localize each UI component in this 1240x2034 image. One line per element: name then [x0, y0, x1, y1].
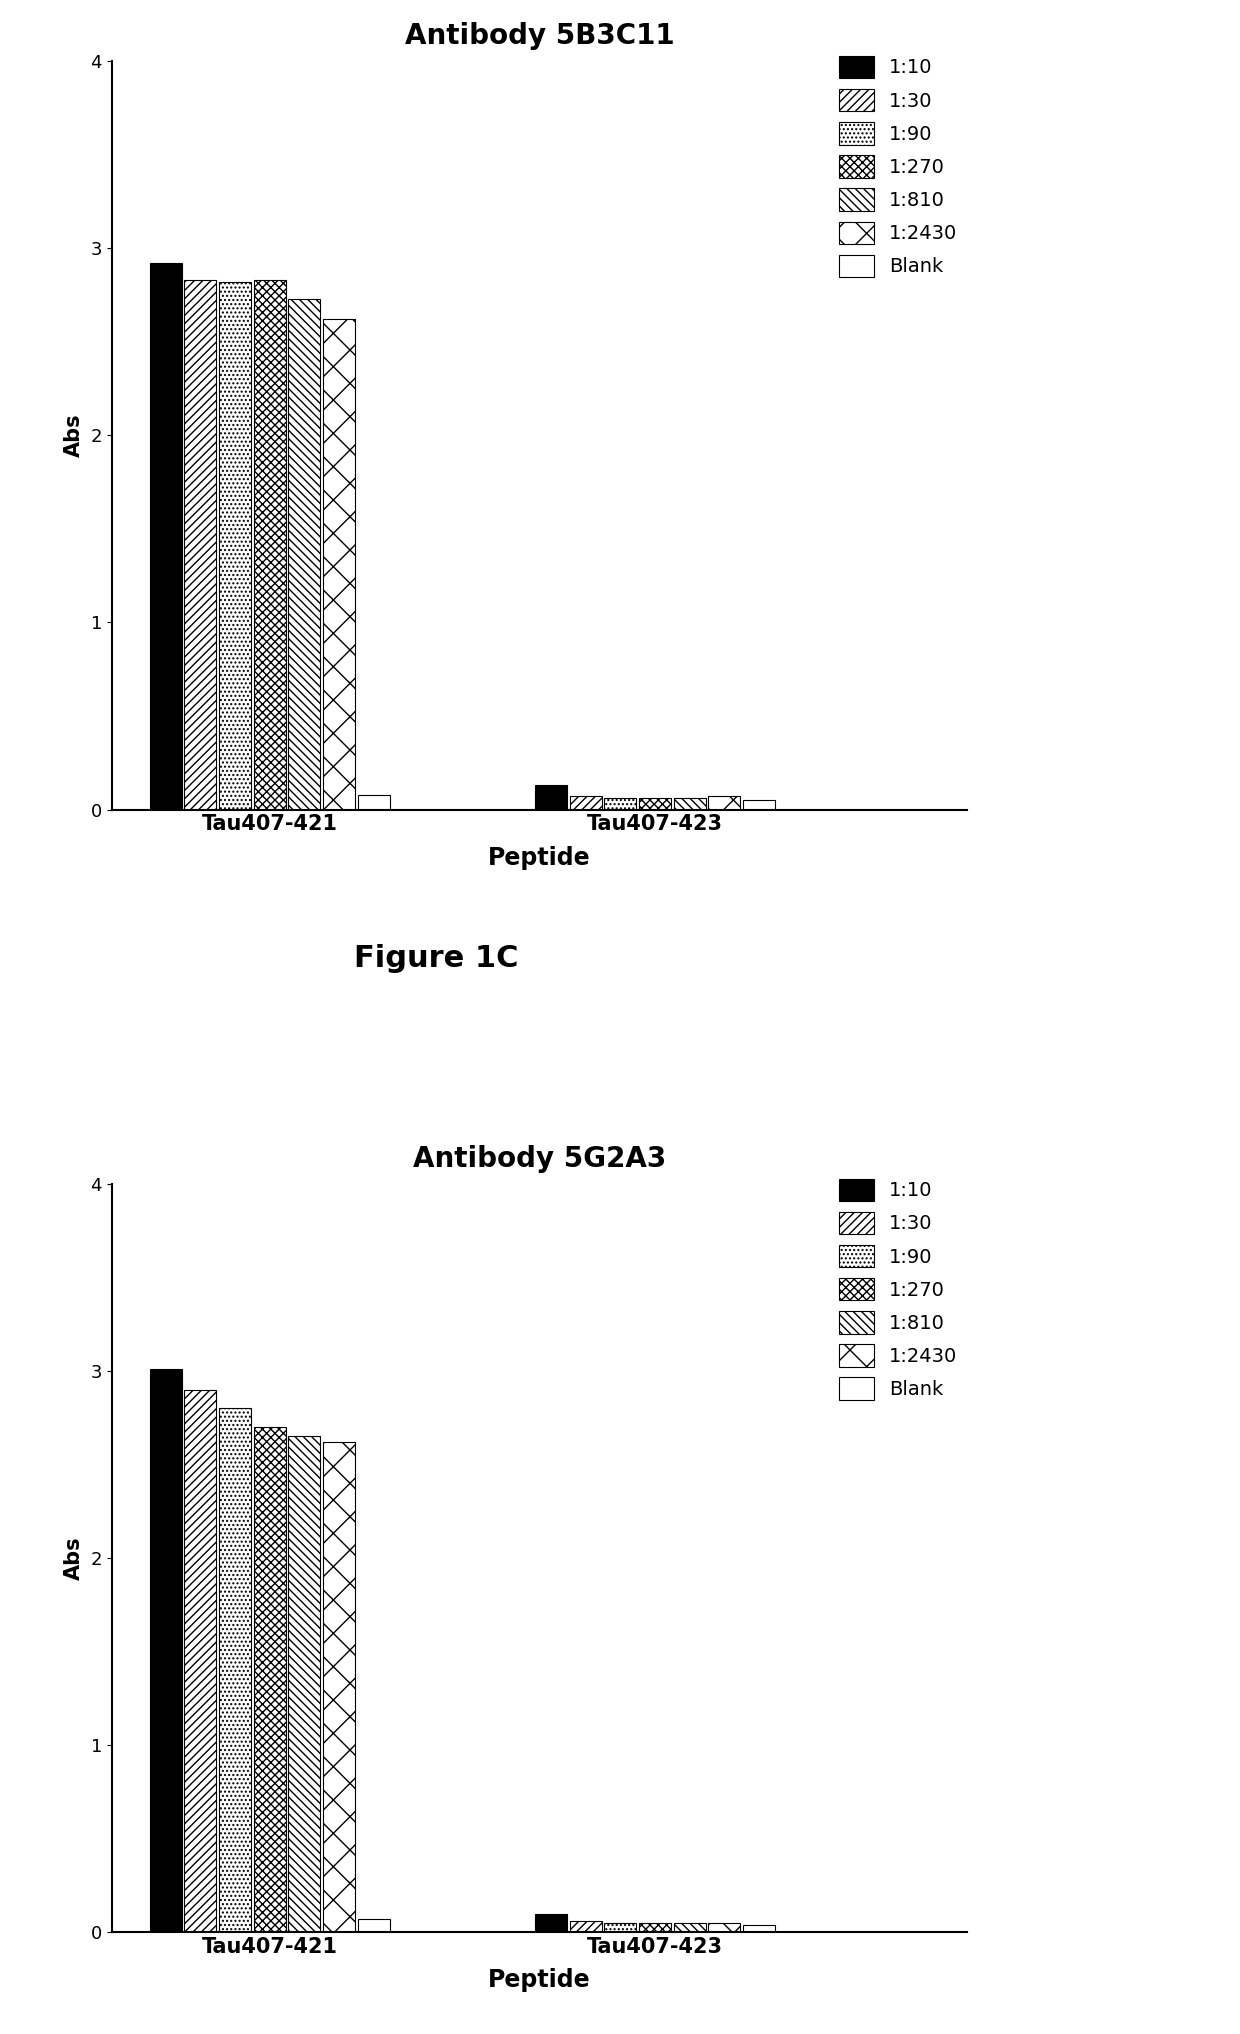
- Title: Antibody 5B3C11: Antibody 5B3C11: [404, 22, 675, 51]
- Bar: [219, 1408, 250, 1932]
- Legend: 1:10, 1:30, 1:90, 1:270, 1:810, 1:2430, Blank: 1:10, 1:30, 1:90, 1:270, 1:810, 1:2430, …: [838, 55, 957, 277]
- Bar: [254, 1428, 285, 1932]
- Bar: [534, 1914, 567, 1932]
- Bar: [708, 1922, 740, 1932]
- Bar: [289, 1436, 320, 1932]
- X-axis label: Peptide: Peptide: [489, 1969, 590, 1991]
- Bar: [639, 797, 671, 810]
- Bar: [324, 1442, 355, 1932]
- Y-axis label: Abs: Abs: [63, 413, 83, 458]
- Bar: [219, 283, 250, 810]
- Bar: [534, 785, 567, 810]
- Bar: [708, 797, 740, 810]
- Bar: [324, 319, 355, 810]
- Bar: [289, 299, 320, 810]
- Bar: [357, 795, 389, 810]
- Bar: [604, 797, 636, 810]
- Bar: [673, 797, 706, 810]
- Bar: [185, 1389, 216, 1932]
- X-axis label: Peptide: Peptide: [489, 846, 590, 869]
- Title: Antibody 5G2A3: Antibody 5G2A3: [413, 1145, 666, 1174]
- Bar: [150, 1369, 181, 1932]
- Bar: [185, 281, 216, 810]
- Text: Figure 1C: Figure 1C: [355, 944, 520, 972]
- Bar: [150, 262, 181, 810]
- Legend: 1:10, 1:30, 1:90, 1:270, 1:810, 1:2430, Blank: 1:10, 1:30, 1:90, 1:270, 1:810, 1:2430, …: [838, 1178, 957, 1399]
- Bar: [604, 1922, 636, 1932]
- Bar: [673, 1922, 706, 1932]
- Y-axis label: Abs: Abs: [63, 1536, 83, 1580]
- Bar: [743, 1924, 775, 1932]
- Bar: [569, 1920, 601, 1932]
- Bar: [743, 799, 775, 810]
- Bar: [569, 797, 601, 810]
- Bar: [639, 1922, 671, 1932]
- Bar: [254, 281, 285, 810]
- Bar: [357, 1920, 389, 1932]
